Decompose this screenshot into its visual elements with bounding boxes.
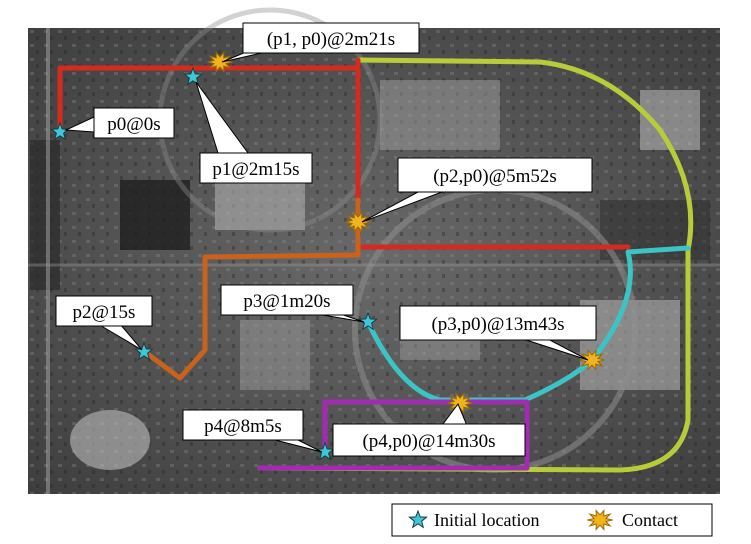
start-star-p2 <box>134 341 154 361</box>
start-star-p3 <box>358 311 378 331</box>
callout-p0-start-label: p0@0s <box>107 114 160 135</box>
route-p3 <box>365 245 691 403</box>
legend-contact: Contact <box>622 510 678 530</box>
callout-contact-p1-p0-label: (p1, p0)@2m21s <box>267 29 395 50</box>
callout-p2-start: p2@15s <box>55 295 153 327</box>
route-p1 <box>57 57 361 135</box>
burst-icon <box>587 509 613 531</box>
callout-contact-p2-p0: (p2,p0)@5m52s <box>397 157 593 193</box>
callout-p1-start-label: p1@2m15s <box>212 159 299 180</box>
callout-contact-p3-p0: (p3,p0)@13m43s <box>399 305 597 341</box>
callout-p3-start-label: p3@1m20s <box>243 291 330 312</box>
aerial-photo <box>28 7 720 494</box>
start-star-p0 <box>50 121 70 141</box>
callout-p2-start-label: p2@15s <box>73 302 136 323</box>
start-star-p4 <box>315 441 335 461</box>
callout-p4-start: p4@8m5s <box>182 409 304 441</box>
callout-contact-p4-p0-label: (p4,p0)@14m30s <box>362 431 495 452</box>
legend-star-icon <box>408 509 428 529</box>
legend-burst-icon <box>587 509 613 531</box>
contact-burst-p3-p0 <box>579 349 605 371</box>
callout-p0-start: p0@0s <box>93 107 175 139</box>
callouts: (p1, p0)@2m21s p0@0s p1@2m15s (p2,p0)@5m… <box>55 22 597 457</box>
callout-contact-p1-p0: (p1, p0)@2m21s <box>242 22 420 54</box>
route-p4 <box>257 399 530 471</box>
contact-burst-p2-p0 <box>345 211 371 233</box>
callout-contact-p4-p0: (p4,p0)@14m30s <box>332 423 526 457</box>
callout-p1-start: p1@2m15s <box>199 152 313 184</box>
markers <box>50 51 605 461</box>
route-p0 <box>257 57 694 473</box>
legend: Initial location Contact <box>391 503 713 537</box>
callout-contact-p3-p0-label: (p3,p0)@13m43s <box>431 314 564 335</box>
callout-p3-start: p3@1m20s <box>220 284 354 316</box>
route-p2 <box>142 197 361 381</box>
routes <box>57 57 694 473</box>
contact-burst-p4-p0 <box>447 392 473 414</box>
callout-contact-p2-p0-label: (p2,p0)@5m52s <box>433 166 557 187</box>
contact-burst-p1-p0 <box>207 51 233 73</box>
star-icon <box>408 509 428 529</box>
callout-p4-start-label: p4@8m5s <box>204 416 282 437</box>
start-star-p1 <box>183 66 203 86</box>
legend-initial-location: Initial location <box>434 510 539 530</box>
